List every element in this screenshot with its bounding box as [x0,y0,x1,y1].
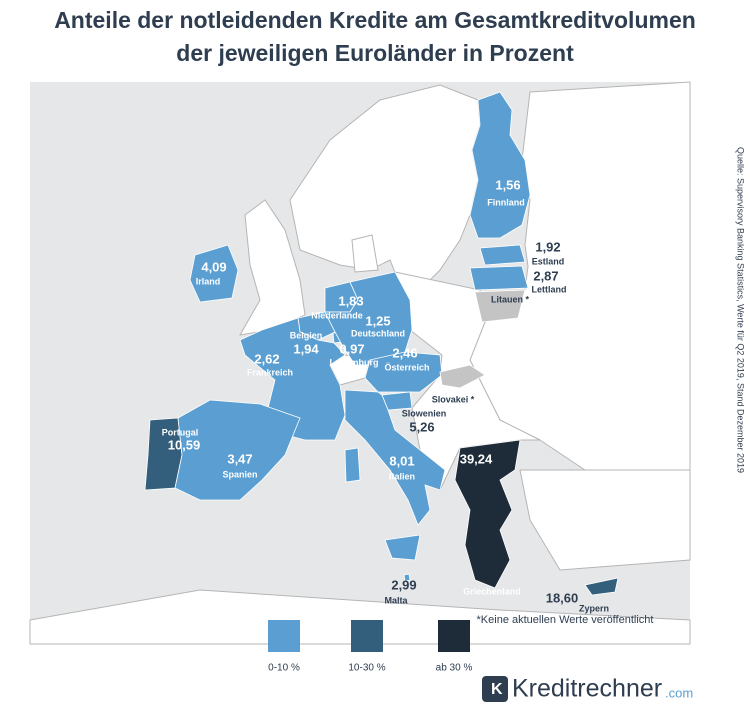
country [403,573,411,582]
title-line: der jeweiligen Euroländer in Prozent [176,40,574,66]
value-label: 18,60 [546,590,579,605]
regions [144,91,619,596]
value-label: 2,87 [533,268,558,283]
value-label: 8,01 [389,453,414,468]
country [454,439,521,589]
logo-icon-letter: K [491,681,503,698]
country-name: Belgien [290,330,323,340]
land [29,589,691,645]
country-name: Griechenland [463,586,521,596]
value-label: 2,62 [254,351,279,366]
country [174,399,301,501]
note: *Keine aktuellen Werte veröffentlicht [477,614,654,626]
country-name: Slowenien [402,408,447,418]
source: Quelle: Supervisory Banking Statistics, … [736,147,746,473]
country-name: Finnland [487,197,525,207]
country [469,91,531,239]
country-name: Italien [389,471,415,481]
country [324,271,413,366]
value-label: 1,25 [365,313,390,328]
logo-icon [482,676,508,702]
country [344,389,446,526]
country-name: Portugal [162,427,199,437]
country-name: Luxemburg [329,357,378,367]
country [189,244,239,303]
country-unreported [474,289,526,323]
value-label: 2,46 [392,345,417,360]
value-label: 1,94 [293,341,319,356]
legend-label: 0-10 % [268,663,300,674]
value-label: 1,56 [495,177,520,192]
value-label: 1,83 [338,293,363,308]
legend-swatch [351,620,383,652]
country-name: Lettland [532,284,567,294]
country-name: Slovakei * [432,394,475,404]
country [479,244,526,266]
value-label: 0,97 [339,341,364,356]
country [584,577,619,596]
land [351,234,379,273]
legend-label: 10-30 % [348,663,385,674]
value-label: 3,47 [227,451,252,466]
legend-label: ab 30 % [436,663,473,674]
country-name: Österreich [384,362,429,372]
other-land [29,81,691,645]
value-label: 2,99 [391,577,416,592]
legend-swatch [438,620,470,652]
legend-swatch [268,620,300,652]
country-name: Litauen * [491,294,530,304]
land [519,469,691,571]
logo: K Kreditrechner .com [482,675,693,703]
title-line: Anteile der notleidenden Kredite am Gesa… [54,7,696,33]
country [364,351,443,393]
country-unreported [439,364,486,389]
value-label: 10,59 [168,437,201,452]
country-name: Deutschland [351,328,405,338]
country-name: Spanien [222,469,257,479]
country-name: Frankreich [247,367,293,377]
country-name: Niederlande [311,310,363,320]
country-name: Malta [384,595,408,605]
logo-suffix: .com [665,685,693,700]
country [469,265,529,291]
country-name: Estland [532,256,565,266]
value-label: 39,24 [460,451,493,466]
value-label: 4,09 [201,259,226,274]
logo-name: Kreditrechner [512,675,662,703]
country [344,447,361,483]
country [384,534,421,561]
value-label: 1,92 [535,239,560,254]
value-label: 5,26 [409,419,434,434]
country-name: Irland [196,276,221,286]
country-name: Zypern [579,603,609,613]
